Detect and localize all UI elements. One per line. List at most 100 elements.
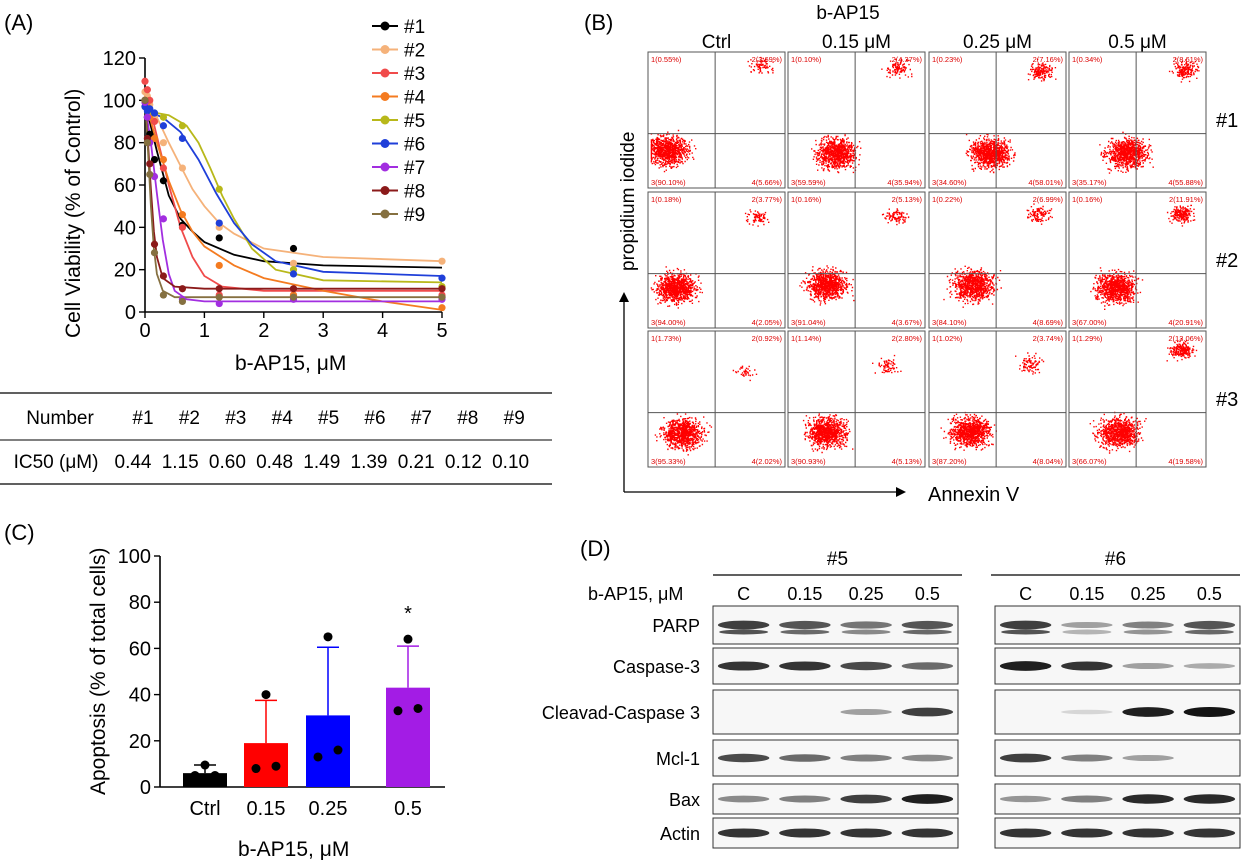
data-point	[141, 96, 149, 104]
table-cell: 0.44	[115, 452, 152, 473]
quadrant-3-label: 3(66.07%)	[1072, 457, 1107, 466]
table-header: #3	[225, 408, 246, 429]
scatter-dots	[811, 58, 913, 174]
flow-plot: 1(0.55%) 2(3.69%) 3(90.10%) 4(5.66%)	[647, 51, 786, 189]
plot-frame	[928, 330, 1067, 468]
plot-frame	[787, 191, 926, 329]
x-tick-label: 5	[436, 320, 447, 342]
table-cell: 1.49	[303, 452, 340, 473]
data-point	[323, 632, 333, 642]
protein-band	[779, 795, 831, 803]
quadrant-4-label: 4(20.91%)	[1168, 318, 1203, 327]
protein-band	[717, 620, 770, 630]
data-point	[143, 86, 151, 94]
quadrant-2-label: 2(6.99%)	[1033, 195, 1064, 204]
plot-frame	[928, 51, 1067, 189]
protein-band	[840, 708, 892, 716]
protein-band	[1183, 794, 1236, 804]
flow-plot: 1(0.16%) 2(11.91%) 3(67.00%) 4(20.91%)	[1068, 191, 1207, 329]
quadrant-2-label: 2(11.91%)	[1169, 195, 1204, 204]
table-header: #7	[411, 408, 432, 429]
legend-marker	[380, 139, 390, 148]
legend-label: #4	[404, 88, 426, 109]
blot-strip	[994, 605, 1241, 645]
quadrant-1-label: 1(0.34%)	[1072, 55, 1103, 64]
protein-band	[901, 707, 954, 717]
quadrant-4-label: 4(35.94%)	[887, 178, 922, 187]
protein-band	[1183, 828, 1236, 838]
quadrant-3-label: 3(90.93%)	[791, 457, 826, 466]
apoptosis-bar-chart: 0 20 40 60 80 100 Ctrl 0.15 0.25 0.5 * b-AP15, μM…	[87, 546, 445, 861]
x-tick-label: 0	[139, 320, 150, 342]
y-axis-label: Cell Viability (% of Control)	[62, 89, 85, 338]
flow-column-label: Ctrl	[702, 32, 732, 53]
data-point	[150, 117, 159, 126]
protein-band	[779, 620, 831, 630]
annexin-arrowhead	[896, 487, 906, 497]
quadrant-2-label: 2(3.74%)	[1033, 334, 1064, 343]
data-point	[251, 764, 261, 774]
protein-band	[901, 662, 954, 670]
panel-label-a: (A)	[4, 10, 33, 35]
protein-band-cleaved	[902, 629, 952, 635]
table-header: #4	[272, 408, 294, 429]
data-point	[438, 304, 446, 312]
quadrant-1-label: 1(1.73%)	[651, 334, 682, 343]
x-tick-label: 2	[258, 320, 269, 342]
data-point	[159, 113, 168, 121]
table-cell: 1.39	[351, 452, 388, 473]
bar	[183, 773, 227, 787]
y-axis-label: Apoptosis (% of total cells)	[87, 548, 110, 795]
series-line-6	[144, 110, 443, 277]
quadrant-3-label: 3(34.60%)	[932, 178, 967, 187]
table-cell: 0.48	[256, 452, 293, 473]
data-point	[333, 745, 343, 755]
legend-label: #3	[404, 64, 425, 85]
protein-band	[779, 661, 831, 671]
blot-strip	[712, 647, 959, 685]
protein-band	[840, 621, 892, 629]
y-tick-label: 120	[103, 48, 136, 70]
scatter-dots	[1099, 58, 1200, 174]
blot-strip	[712, 783, 959, 815]
protein-band	[999, 620, 1052, 630]
legend-marker	[380, 209, 390, 219]
data-point	[150, 240, 159, 248]
data-point	[178, 223, 187, 231]
data-point	[150, 134, 159, 143]
quadrant-1-label: 1(0.16%)	[1072, 195, 1103, 204]
protein-band	[901, 620, 954, 630]
flow-plot: 1(0.23%) 2(7.16%) 3(34.60%) 4(58.01%)	[928, 51, 1067, 189]
x-tick-label: 4	[377, 320, 388, 342]
quadrant-3-label: 3(67.00%)	[1072, 318, 1107, 327]
data-point	[215, 234, 223, 242]
quadrant-4-label: 4(8.69%)	[1033, 318, 1064, 327]
y-tick-label: 100	[103, 90, 136, 112]
blot-strip	[712, 817, 959, 849]
series-line-5	[144, 110, 443, 284]
y-tick-label: 20	[129, 731, 151, 753]
legend: #1 #2#3 #4#5 #6#7 #8#9	[372, 17, 426, 226]
table-cell: 1.15	[162, 452, 199, 473]
quadrant-3-label: 3(91.04%)	[791, 318, 826, 327]
y-tick-label: 60	[129, 638, 151, 660]
flow-plot: 1(1.02%) 2(3.74%) 3(87.20%) 4(8.04%)	[928, 330, 1067, 468]
data-point	[141, 77, 149, 85]
legend-marker	[380, 186, 390, 195]
data-point	[150, 156, 159, 164]
ic50-table: Number #1 #2 #3 #4 #5 #6 #7 #8 #9 IC50 (μM) 0.44 1.1…	[0, 392, 552, 485]
data-point	[438, 274, 446, 282]
x-tick-label: 0.25	[309, 798, 348, 820]
protein-band	[1122, 662, 1174, 670]
table-header: #1	[132, 408, 153, 429]
quadrant-2-label: 2(13.06%)	[1168, 334, 1203, 343]
flow-cytometry-grid: b-AP15 Ctrl 0.15 μM 0.25 μM 0.5 μM #1 #2 #3 1…	[618, 3, 1238, 506]
protein-band	[717, 795, 770, 803]
flow-row-label: #2	[1216, 250, 1238, 272]
data-point	[159, 156, 168, 164]
plot-frame	[1068, 330, 1207, 468]
table-header: #6	[364, 408, 385, 429]
data-point	[271, 761, 281, 771]
table-cell: 0.21	[398, 452, 435, 473]
quadrant-1-label: 1(0.16%)	[791, 195, 822, 204]
